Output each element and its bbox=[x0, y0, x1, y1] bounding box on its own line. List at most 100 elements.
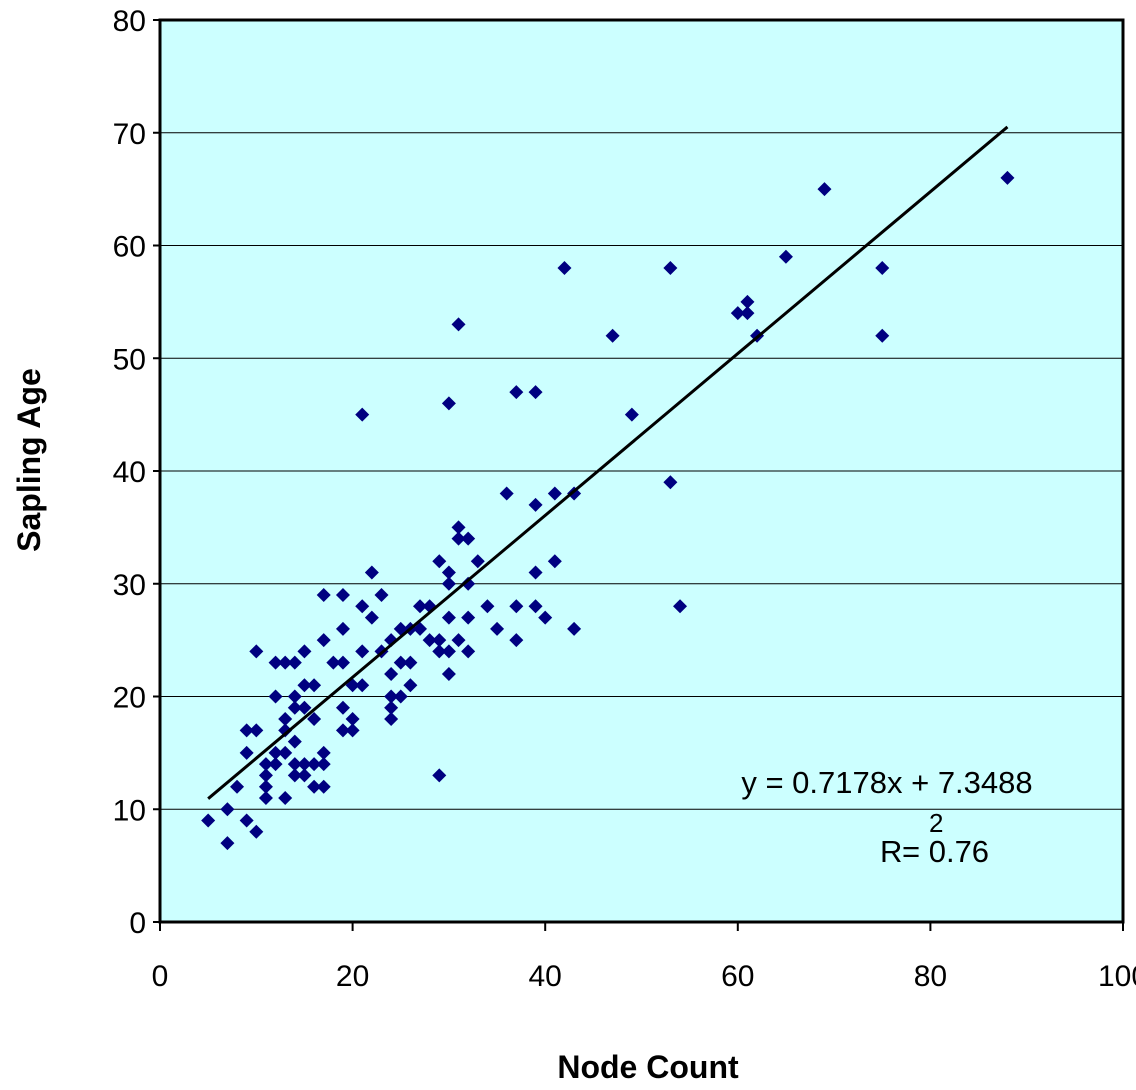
data-point bbox=[258, 790, 273, 805]
data-point bbox=[451, 520, 466, 535]
data-point bbox=[355, 644, 370, 659]
data-point bbox=[335, 723, 350, 738]
data-point bbox=[393, 689, 408, 704]
r-squared-superscript: 2 bbox=[929, 808, 943, 838]
data-point bbox=[220, 802, 235, 817]
data-point bbox=[278, 790, 293, 805]
data-point bbox=[547, 486, 562, 501]
data-point bbox=[422, 633, 437, 648]
data-point bbox=[297, 757, 312, 772]
y-tick-label: 60 bbox=[113, 231, 146, 264]
data-point bbox=[384, 666, 399, 681]
data-point bbox=[239, 723, 254, 738]
data-point bbox=[403, 655, 418, 670]
data-point bbox=[461, 576, 476, 591]
data-point bbox=[432, 768, 447, 783]
data-point bbox=[287, 757, 302, 772]
x-tick-label: 40 bbox=[529, 960, 562, 993]
y-tick-label: 40 bbox=[113, 456, 146, 489]
data-point bbox=[258, 757, 273, 772]
data-point bbox=[307, 678, 322, 693]
data-point bbox=[307, 757, 322, 772]
data-point bbox=[239, 745, 254, 760]
data-point bbox=[557, 261, 572, 276]
data-point bbox=[480, 599, 495, 614]
y-tick-label: 80 bbox=[113, 5, 146, 38]
data-point bbox=[663, 475, 678, 490]
data-point bbox=[393, 655, 408, 670]
data-point bbox=[278, 712, 293, 727]
data-point bbox=[673, 599, 688, 614]
data-point bbox=[441, 576, 456, 591]
data-point bbox=[490, 621, 505, 636]
data-point bbox=[258, 768, 273, 783]
data-point bbox=[278, 723, 293, 738]
data-point bbox=[441, 644, 456, 659]
data-point bbox=[441, 666, 456, 681]
x-tick-label: 100 bbox=[1098, 960, 1136, 993]
y-axis-ticks: 0 10 20 30 40 50 60 70 80 bbox=[113, 5, 160, 940]
data-point bbox=[268, 689, 283, 704]
data-point bbox=[875, 261, 890, 276]
data-point bbox=[461, 531, 476, 546]
data-point bbox=[287, 655, 302, 670]
trendline bbox=[207, 125, 1009, 800]
data-point bbox=[451, 531, 466, 546]
data-point bbox=[355, 407, 370, 422]
data-point bbox=[355, 599, 370, 614]
x-axis-ticks: 0 20 40 60 80 100 bbox=[152, 922, 1136, 993]
data-point bbox=[278, 745, 293, 760]
data-point bbox=[239, 813, 254, 828]
data-point bbox=[258, 779, 273, 794]
data-point bbox=[470, 554, 485, 569]
data-point bbox=[345, 723, 360, 738]
data-point bbox=[335, 621, 350, 636]
data-point bbox=[335, 588, 350, 603]
data-point bbox=[509, 633, 524, 648]
data-point bbox=[335, 700, 350, 715]
data-point bbox=[384, 712, 399, 727]
y-tick-label: 20 bbox=[113, 682, 146, 715]
data-point bbox=[538, 610, 553, 625]
data-point bbox=[740, 306, 755, 321]
y-tick-label: 50 bbox=[113, 343, 146, 376]
data-point bbox=[268, 757, 283, 772]
data-point bbox=[875, 328, 890, 343]
gridlines bbox=[160, 132, 1123, 810]
data-point bbox=[345, 712, 360, 727]
data-point bbox=[605, 328, 620, 343]
data-point bbox=[326, 655, 341, 670]
data-point bbox=[730, 306, 745, 321]
data-point bbox=[413, 599, 428, 614]
y-tick-label: 10 bbox=[113, 794, 146, 827]
r-squared-value: = 0.76 bbox=[902, 834, 989, 869]
x-tick-label: 80 bbox=[914, 960, 947, 993]
data-point bbox=[355, 678, 370, 693]
data-point bbox=[432, 644, 447, 659]
data-point bbox=[316, 745, 331, 760]
trendline-equation: y = 0.7178x + 7.3488 bbox=[741, 765, 1032, 800]
data-point bbox=[316, 757, 331, 772]
data-point bbox=[316, 779, 331, 794]
data-point bbox=[432, 554, 447, 569]
x-tick-label: 0 bbox=[152, 960, 169, 993]
data-point bbox=[740, 294, 755, 309]
data-point bbox=[441, 610, 456, 625]
y-tick-label: 0 bbox=[129, 907, 146, 940]
data-point bbox=[509, 599, 524, 614]
y-tick-label: 30 bbox=[113, 569, 146, 602]
r-squared-prefix: R bbox=[880, 834, 902, 869]
data-point bbox=[663, 261, 678, 276]
data-point bbox=[268, 745, 283, 760]
data-point bbox=[297, 700, 312, 715]
data-point bbox=[297, 678, 312, 693]
data-point bbox=[268, 655, 283, 670]
data-point bbox=[287, 700, 302, 715]
data-point bbox=[249, 644, 264, 659]
data-point bbox=[316, 633, 331, 648]
data-point bbox=[461, 610, 476, 625]
y-axis-title: Sapling Age bbox=[11, 368, 47, 552]
data-point bbox=[432, 633, 447, 648]
data-point bbox=[403, 678, 418, 693]
